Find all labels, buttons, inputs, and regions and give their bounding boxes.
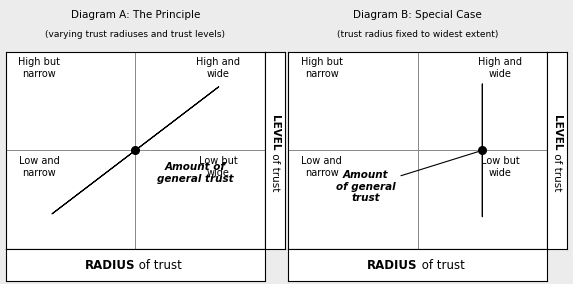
Text: LEVEL: LEVEL <box>270 115 280 150</box>
Text: Diagram B: Special Case: Diagram B: Special Case <box>353 10 482 20</box>
Text: High and
wide: High and wide <box>478 57 523 79</box>
Text: Low but
wide: Low but wide <box>481 156 520 178</box>
Text: RADIUS: RADIUS <box>85 259 135 272</box>
Text: Low but
wide: Low but wide <box>199 156 238 178</box>
Text: (varying trust radiuses and trust levels): (varying trust radiuses and trust levels… <box>45 30 225 39</box>
Text: of trust: of trust <box>135 259 182 272</box>
Text: Amount of
general trust: Amount of general trust <box>156 162 233 184</box>
Text: Low and
narrow: Low and narrow <box>19 156 60 178</box>
Text: of trust: of trust <box>552 150 562 192</box>
Text: Diagram A: The Principle: Diagram A: The Principle <box>70 10 200 20</box>
Text: High but
narrow: High but narrow <box>18 57 60 79</box>
Text: LEVEL: LEVEL <box>552 115 562 150</box>
Text: of trust: of trust <box>270 150 280 192</box>
Text: (trust radius fixed to widest extent): (trust radius fixed to widest extent) <box>337 30 499 39</box>
FancyArrowPatch shape <box>52 87 219 214</box>
Text: RADIUS: RADIUS <box>367 259 418 272</box>
Text: Low and
narrow: Low and narrow <box>301 156 342 178</box>
Text: High but
narrow: High but narrow <box>301 57 343 79</box>
Text: Amount
of general
trust: Amount of general trust <box>336 151 480 203</box>
Text: High and
wide: High and wide <box>197 57 240 79</box>
Text: of trust: of trust <box>418 259 465 272</box>
